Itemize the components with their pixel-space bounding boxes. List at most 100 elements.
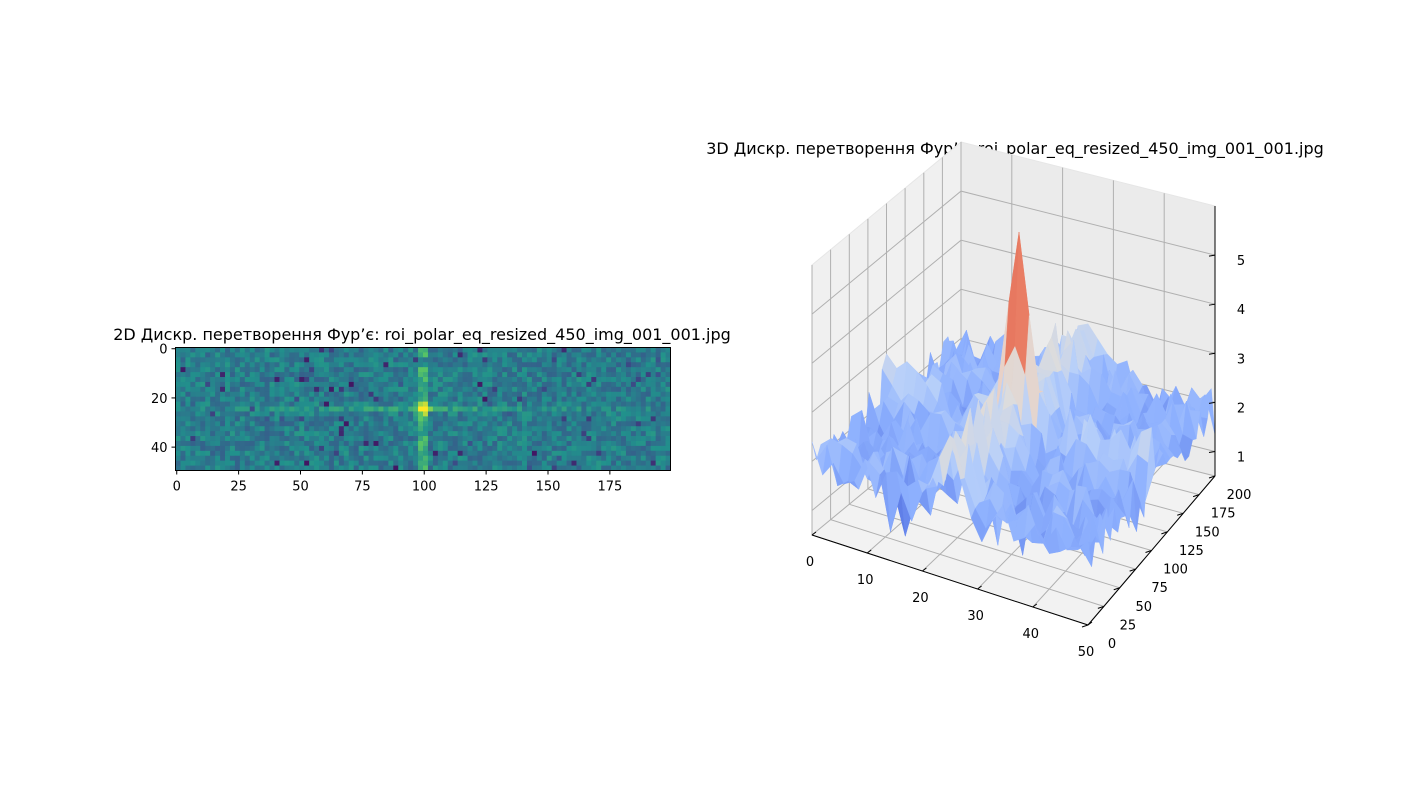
heatmap-cell [457, 352, 463, 358]
heatmap-cell [239, 406, 246, 412]
heatmap-cell [576, 426, 582, 432]
heatmap-cell [427, 406, 434, 412]
heatmap-cell [373, 431, 379, 437]
heatmap-cell [254, 450, 261, 457]
heatmap-cell [284, 440, 290, 447]
heatmap-cell [492, 391, 498, 398]
heatmap-cell [259, 352, 265, 358]
heatmap-cell [457, 396, 463, 403]
heatmap-cell [220, 362, 226, 368]
heatmap-cell [611, 450, 617, 457]
heatmap-cell [427, 381, 434, 388]
heatmap-cell [437, 450, 444, 457]
heatmap-cell [477, 450, 483, 457]
heatmap-cell [403, 450, 409, 457]
heatmap-cell [289, 440, 295, 447]
heatmap-cell [650, 416, 657, 422]
heatmap-cell [284, 450, 290, 457]
heatmap-cell [477, 436, 483, 442]
heatmap-cell [254, 421, 261, 427]
heatmap-cell [353, 401, 360, 407]
heatmap-cell [586, 367, 592, 373]
heatmap-cell [512, 406, 518, 412]
heatmap-cell [630, 431, 637, 437]
heatmap-cell [254, 386, 261, 393]
heatmap-cell [220, 406, 226, 412]
heatmap-cell [581, 367, 587, 373]
heatmap-cell [452, 367, 459, 373]
heatmap-cell [175, 416, 181, 422]
heatmap-cell [665, 372, 671, 378]
heatmap-cell [205, 436, 211, 442]
heatmap-cell [621, 436, 627, 442]
heatmap-cell [249, 377, 256, 383]
heatmap-cell [581, 436, 587, 442]
heatmap-cell [299, 357, 305, 363]
heatmap-cell [517, 367, 523, 373]
heatmap-cell [423, 386, 429, 393]
heatmap-cell [655, 381, 661, 388]
heatmap-cell [536, 436, 543, 442]
heatmap-cell [373, 352, 379, 358]
heatmap-cell [630, 455, 637, 462]
heatmap-cell [220, 455, 226, 462]
heatmap-cell [437, 381, 444, 388]
heatmap-cell [343, 450, 350, 457]
heatmap-cell [393, 460, 399, 466]
heatmap-cell [373, 455, 379, 462]
heatmap-cell [546, 431, 553, 437]
heatmap-cell [229, 421, 236, 427]
heatmap-cell [596, 401, 602, 407]
heatmap-cell [492, 411, 498, 417]
heatmap-cell [338, 347, 345, 353]
heatmap-cell [289, 460, 295, 466]
heatmap-cell [338, 381, 345, 388]
heatmap-cell [234, 396, 241, 403]
heatmap-cell [457, 431, 463, 437]
heatmap-cell [462, 431, 468, 437]
heatmap-cell [205, 347, 211, 353]
heatmap-cell [423, 357, 429, 363]
heatmap-cell [616, 416, 622, 422]
heatmap-cell [259, 396, 265, 403]
heatmap-cell [239, 391, 246, 398]
heatmap-cell [601, 421, 607, 427]
heatmap-cell [363, 381, 369, 388]
heatmap-cell [482, 391, 488, 398]
heatmap-cell [457, 416, 463, 422]
heatmap-cell [546, 421, 553, 427]
heatmap-cell [393, 372, 399, 378]
heatmap-cell [324, 377, 330, 383]
heatmap-cell [541, 396, 548, 403]
heatmap-cell [432, 431, 439, 437]
heatmap-cell [472, 372, 478, 378]
heatmap-cell [423, 431, 429, 437]
heatmap-cell [408, 367, 414, 373]
heatmap-cell [373, 347, 379, 353]
heatmap-cell [175, 465, 181, 471]
heatmap-cell [591, 436, 597, 442]
heatmap-cell [635, 426, 642, 432]
heatmap-cell [254, 416, 261, 422]
heatmap-cell [606, 347, 612, 353]
heatmap-cell [333, 367, 340, 373]
heatmap-cell [655, 396, 661, 403]
heatmap-cell [630, 460, 637, 466]
heatmap-cell [467, 377, 473, 383]
heatmap-cell [274, 396, 280, 403]
heatmap-cell [264, 391, 270, 398]
heatmap-cell [225, 362, 231, 368]
heatmap-cell [195, 391, 201, 398]
heatmap-cell [541, 421, 548, 427]
heatmap-cell [259, 372, 265, 378]
heatmap-cell [373, 445, 379, 452]
heatmap-cell [586, 431, 592, 437]
heatmap-cell [294, 367, 300, 373]
heatmap-cell [190, 367, 196, 373]
heatmap-cell [551, 436, 558, 442]
heatmap-cell [611, 465, 617, 471]
heatmap-cell [665, 406, 671, 412]
heatmap-cell [353, 416, 360, 422]
heatmap-cell [413, 362, 419, 368]
